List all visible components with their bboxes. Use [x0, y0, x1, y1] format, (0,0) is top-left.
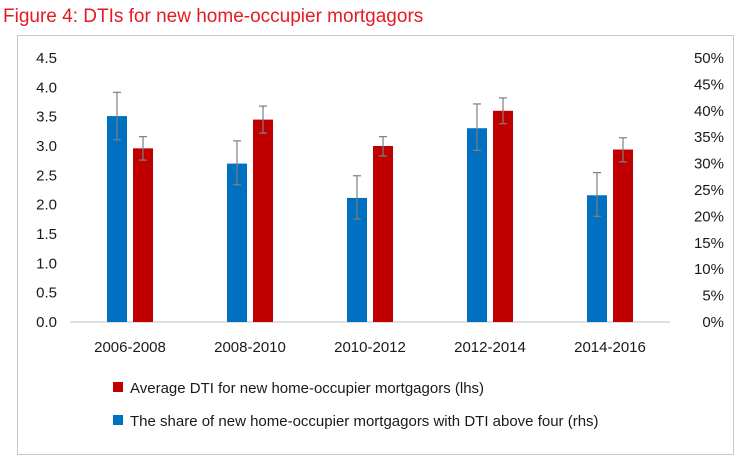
x-axis-category-label: 2006-2008: [94, 339, 166, 356]
bar-average-dti: [373, 146, 393, 322]
legend-swatch: [113, 415, 123, 425]
right-axis-tick-label: 30%: [694, 156, 724, 173]
bar-average-dti: [133, 148, 153, 322]
right-axis-tick-label: 35%: [694, 129, 724, 146]
right-axis-tick-label: 15%: [694, 235, 724, 252]
right-axis-tick-label: 20%: [694, 208, 724, 225]
legend-swatch: [113, 382, 123, 392]
right-axis-tick-label: 5%: [702, 288, 724, 305]
x-axis-category-label: 2008-2010: [214, 339, 286, 356]
bar-share-dti-above-four: [107, 116, 127, 322]
left-axis-tick-label: 4.5: [36, 50, 57, 67]
left-axis-tick-label: 2.0: [36, 197, 57, 214]
left-axis-tick-label: 0.0: [36, 314, 57, 331]
right-axis-tick-label: 10%: [694, 261, 724, 278]
bar-share-dti-above-four: [227, 163, 247, 322]
chart-title: Figure 4: DTIs for new home-occupier mor…: [3, 6, 424, 27]
right-axis-tick-label: 0%: [702, 314, 724, 331]
bar-share-dti-above-four: [467, 128, 487, 322]
left-axis-tick-label: 0.5: [36, 285, 57, 302]
legend-label: Average DTI for new home-occupier mortga…: [130, 380, 484, 397]
left-axis-tick-label: 1.5: [36, 226, 57, 243]
bar-average-dti: [613, 149, 633, 322]
chart-frame: [17, 35, 734, 455]
right-axis-tick-label: 45%: [694, 76, 724, 93]
x-axis-category-label: 2012-2014: [454, 339, 526, 356]
left-axis-tick-label: 4.0: [36, 79, 57, 96]
bar-share-dti-above-four: [347, 197, 367, 322]
right-axis-tick-label: 25%: [694, 182, 724, 199]
x-axis-category-label: 2014-2016: [574, 339, 646, 356]
left-axis-tick-label: 1.0: [36, 255, 57, 272]
bar-average-dti: [253, 119, 273, 322]
right-axis-tick-label: 50%: [694, 50, 724, 67]
right-axis-tick-label: 40%: [694, 103, 724, 120]
left-axis-tick-label: 3.5: [36, 109, 57, 126]
bar-average-dti: [493, 110, 513, 322]
x-axis-category-label: 2010-2012: [334, 339, 406, 356]
bar-share-dti-above-four: [587, 195, 607, 322]
left-axis-tick-label: 3.0: [36, 138, 57, 155]
legend-label: The share of new home-occupier mortgagor…: [130, 413, 599, 430]
left-axis-tick-label: 2.5: [36, 167, 57, 184]
